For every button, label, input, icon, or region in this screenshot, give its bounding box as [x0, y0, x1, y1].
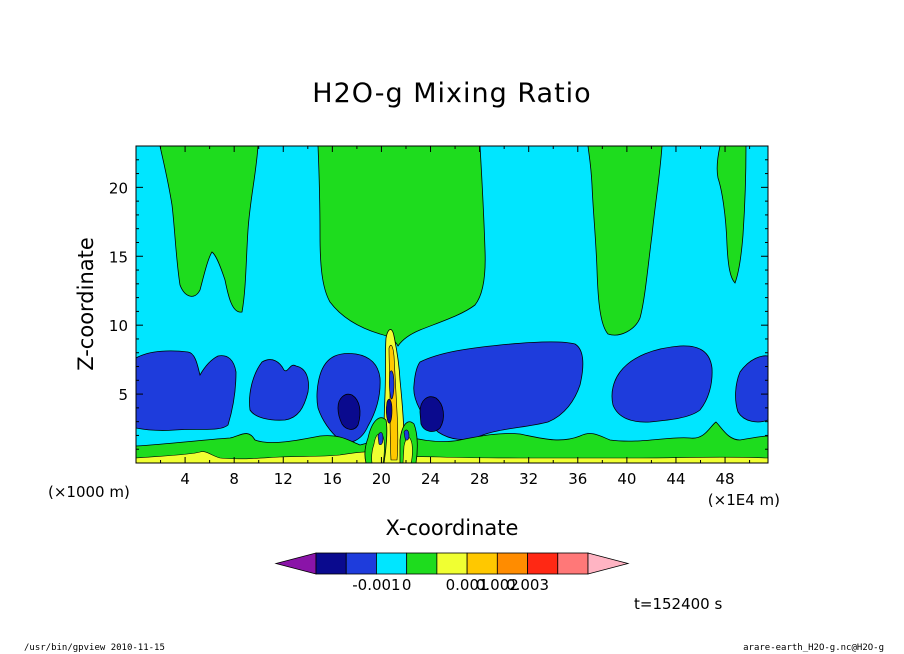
y-tick-label: 5 [118, 386, 128, 404]
contour-blob-4 [413, 341, 584, 440]
y-axis-title: Z-coordinate [74, 237, 98, 371]
time-label: t=152400 s [634, 595, 722, 613]
contour-plume-left [159, 146, 259, 313]
contour-blob-2 [249, 359, 309, 421]
y-tick-label: 20 [109, 179, 128, 197]
x-tick-label: 36 [568, 470, 587, 488]
colorbar-label: 0.001 [446, 576, 489, 594]
contour-convective-column [364, 329, 418, 463]
colorbar-cell [436, 552, 468, 575]
colorbar-cell [496, 552, 528, 575]
colorbar-cell [406, 552, 438, 575]
contour-plume-edge [716, 146, 747, 284]
colorbar-max-triangle [587, 552, 630, 575]
colorbar-label: 0.002 [476, 576, 519, 594]
x-axis-title: X-coordinate [386, 516, 519, 540]
x-tick-label: 40 [617, 470, 636, 488]
contour-band-green [136, 421, 768, 463]
x-scale-label: (×1E4 m) [708, 491, 780, 509]
contour-blob-6 [735, 355, 768, 423]
x-tick-label: 28 [470, 470, 489, 488]
x-tick-label: 12 [274, 470, 293, 488]
footer-left: /usr/bin/gpview 2010-11-15 [24, 643, 165, 653]
x-tick-label: 48 [716, 470, 735, 488]
contour-core-1 [337, 393, 361, 430]
x-axis: 4 8 12 16 20 24 28 32 36 40 44 48 [160, 146, 751, 488]
colorbar-cell [466, 552, 498, 575]
colorbar-label: 0 [402, 576, 412, 594]
contour-core-2 [419, 396, 444, 432]
y-tick-label: 10 [109, 317, 128, 335]
contour-blob-1 [136, 350, 237, 431]
colorbar-cell [527, 552, 559, 575]
colorbar-min-triangle [274, 552, 317, 575]
plot-frame [135, 145, 769, 464]
colorbar-cell [345, 552, 377, 575]
x-tick-label: 32 [519, 470, 538, 488]
footer-right: arare-earth_H2O-g.nc@H2O-g [743, 643, 884, 653]
contour-plume-right [587, 146, 663, 336]
contour-blob-5 [611, 345, 713, 423]
x-unit-label: (×1000 m) [48, 483, 130, 501]
x-tick-label: 20 [372, 470, 391, 488]
x-tick-label: 16 [323, 470, 342, 488]
x-tick-label: 8 [229, 470, 239, 488]
colorbar-cell [315, 552, 347, 575]
y-axis: 5 10 15 20 [109, 159, 768, 450]
contour-field [136, 146, 768, 463]
colorbar-label: -0.001 [352, 576, 400, 594]
x-tick-label: 24 [421, 470, 440, 488]
colorbar-label: 0.003 [506, 576, 549, 594]
colorbar-cell [376, 552, 408, 575]
contour-plume-center [317, 146, 486, 347]
chart-title: H2O-g Mixing Ratio [312, 78, 591, 109]
x-tick-label: 4 [180, 470, 190, 488]
y-tick-label: 15 [109, 248, 128, 266]
x-tick-label: 44 [666, 470, 685, 488]
colorbar-cell [557, 552, 589, 575]
